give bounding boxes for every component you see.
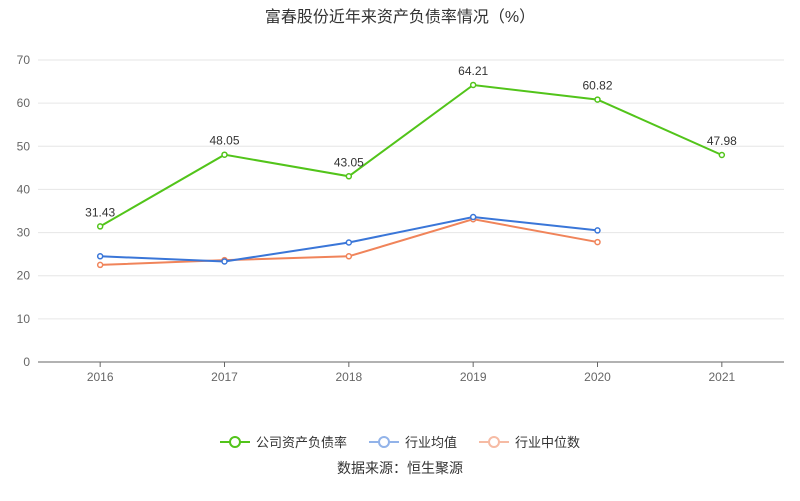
legend-label: 行业中位数 (515, 435, 581, 450)
data-label: 31.43 (85, 205, 115, 219)
legend-label: 行业均值 (404, 435, 457, 450)
axes: 0 10 20 30 40 50 60 70 2016 2017 2018 2019 2020 2021 (17, 53, 784, 384)
data-label: 48.05 (209, 134, 239, 148)
y-tick-label: 10 (17, 312, 31, 326)
y-tick-label: 40 (17, 182, 31, 196)
x-tick-label: 2017 (211, 370, 238, 384)
data-point (345, 253, 353, 260)
legend-item-company[interactable]: 公司资产负债率 (219, 432, 347, 451)
grid-lines (38, 59, 784, 320)
y-tick-label: 60 (17, 96, 31, 110)
legend-line-circle-icon (479, 435, 509, 449)
data-point (96, 253, 104, 260)
data-labels: 31.43 48.05 43.05 64.21 60.82 47.98 (85, 64, 737, 219)
legend-label: 公司资产负债率 (255, 435, 347, 450)
series (96, 81, 726, 269)
x-tick-label: 2019 (460, 370, 487, 384)
data-point (345, 239, 353, 246)
data-point (96, 223, 104, 230)
legend-item-industry-median[interactable]: 行业中位数 (479, 432, 580, 451)
data-point (594, 238, 601, 246)
data-point (345, 173, 353, 180)
x-tick-label: 2018 (335, 370, 362, 384)
data-label: 60.82 (582, 79, 612, 93)
legend: 公司资产负债率 行业均值 行业中位数 (0, 432, 800, 451)
data-point (96, 261, 104, 269)
x-tick-label: 2020 (584, 370, 611, 384)
y-tick-label: 20 (17, 269, 31, 283)
data-point (221, 258, 228, 265)
legend-line-circle-icon (368, 435, 399, 449)
chart-title: 富春股份近年来资产负债率情况（%） (264, 9, 536, 26)
y-tick-label: 70 (17, 53, 31, 67)
x-tick-label: 2021 (708, 370, 735, 384)
data-point (718, 151, 726, 159)
legend-line-circle-icon (219, 435, 250, 449)
data-label: 47.98 (707, 134, 737, 148)
data-source-note: 数据来源：恒生聚源 (337, 460, 463, 476)
y-tick-label: 0 (23, 355, 30, 369)
x-tick-label: 2016 (87, 370, 114, 384)
data-point (594, 227, 601, 234)
data-point (469, 213, 477, 221)
data-label: 64.21 (458, 64, 488, 78)
data-point (221, 151, 228, 158)
data-label: 43.05 (334, 155, 364, 169)
data-point (469, 81, 477, 89)
y-tick-label: 50 (17, 139, 31, 153)
y-tick-label: 30 (17, 226, 31, 240)
legend-item-industry-mean[interactable]: 行业均值 (368, 432, 457, 451)
series-line (99, 83, 723, 228)
data-point (594, 96, 601, 103)
